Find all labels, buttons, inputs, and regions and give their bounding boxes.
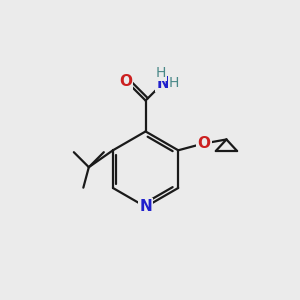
Text: H: H xyxy=(169,76,179,91)
Text: H: H xyxy=(156,66,166,80)
Text: N: N xyxy=(139,199,152,214)
Text: N: N xyxy=(156,76,169,91)
Text: O: O xyxy=(119,74,132,89)
Text: O: O xyxy=(197,136,210,151)
